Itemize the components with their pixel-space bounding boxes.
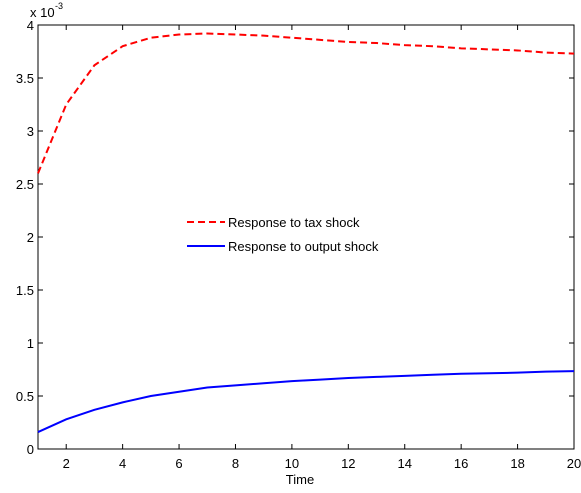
- y-multiplier-exponent: -3: [55, 1, 63, 11]
- x-tick-label: 18: [510, 456, 524, 471]
- x-tick-label: 10: [285, 456, 299, 471]
- x-axis-label: Time: [286, 472, 314, 487]
- y-tick-label: 2: [27, 230, 34, 245]
- legend-label: Response to tax shock: [228, 215, 360, 230]
- y-tick-label: 0: [27, 442, 34, 457]
- y-tick-label: 1.5: [16, 283, 34, 298]
- y-tick-label: 1: [27, 336, 34, 351]
- x-tick-label: 6: [175, 456, 182, 471]
- x-tick-label: 14: [398, 456, 412, 471]
- x-tick-label: 8: [232, 456, 239, 471]
- y-tick-label: 2.5: [16, 177, 34, 192]
- y-tick-label: 0.5: [16, 389, 34, 404]
- y-tick-label: 3: [27, 124, 34, 139]
- plot-area: [37, 24, 575, 450]
- x-tick-label: 2: [63, 456, 70, 471]
- y-tick-label: 3.5: [16, 71, 34, 86]
- y-multiplier-base: x 10: [30, 5, 55, 20]
- x-tick-label: 16: [454, 456, 468, 471]
- x-tick-label: 20: [567, 456, 581, 471]
- x-tick-label: 4: [119, 456, 126, 471]
- y-tick-label: 4: [27, 18, 34, 33]
- x-tick-label: 12: [341, 456, 355, 471]
- series-line: [37, 32, 575, 174]
- series-line: [37, 370, 575, 433]
- legend-label: Response to output shock: [228, 239, 379, 254]
